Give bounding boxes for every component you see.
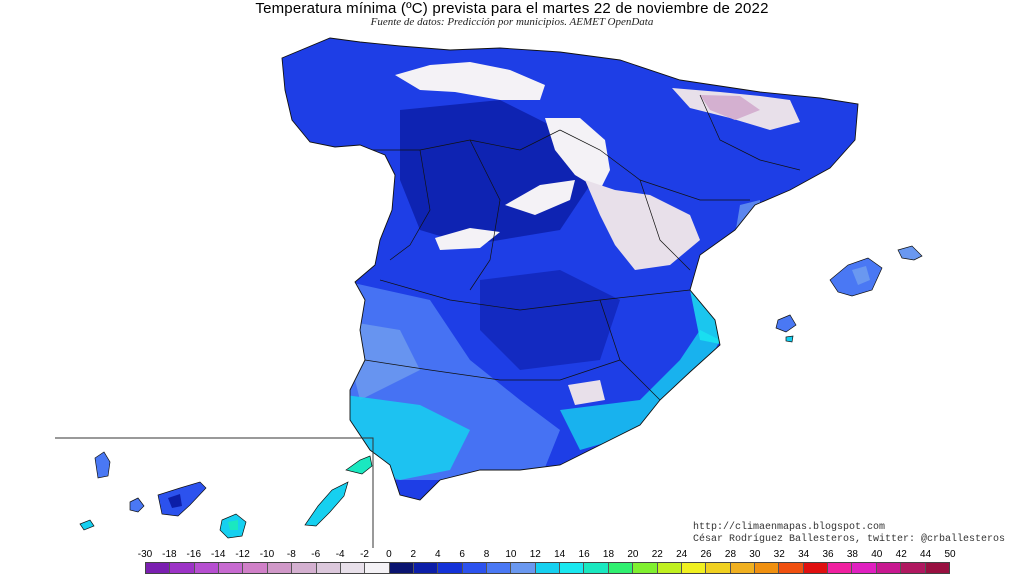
scale-tick-label: 42: [895, 549, 907, 560]
scale-swatch: [535, 563, 561, 573]
scale-tick-label: 8: [483, 549, 490, 560]
scale-tick-labels: -30 -18 -16 -14 -12 -10 -8 -6 -4 -2 0 2 4 6 8 10 12 14 16 1…: [138, 549, 956, 561]
scale-swatch: [901, 563, 926, 573]
scale-tick-label: -10: [259, 549, 275, 560]
credits: http://climaenmapas.blogspot.com César R…: [693, 522, 1005, 546]
scale-swatch: [438, 563, 463, 573]
scale-tick-label: 2: [410, 549, 417, 560]
scale-tick-label: 18: [602, 549, 615, 560]
scale-tick-label: 10: [505, 549, 517, 560]
scale-swatch: [340, 563, 366, 573]
scale-tick-label: 20: [627, 549, 639, 560]
scale-swatch: [292, 563, 317, 573]
scale-tick-label: -12: [235, 549, 250, 560]
scale-tick-label: -8: [286, 549, 296, 560]
scale-tick-label: 38: [846, 549, 858, 560]
scale-swatch: [633, 563, 658, 573]
scale-swatch: [487, 563, 512, 573]
map-title: Temperatura mínima (ºC) prevista para el…: [255, 0, 769, 17]
scale-swatch: [365, 563, 390, 573]
scale-tick-label: 44: [920, 549, 932, 560]
scale-swatch: [876, 563, 902, 573]
balearic-islands: [775, 245, 923, 343]
scale-swatch: [243, 563, 268, 573]
scale-tick-label: 24: [676, 549, 688, 560]
scale-tick-label: 28: [724, 549, 737, 560]
scale-tick-label: 0: [386, 549, 392, 560]
data-source: Fuente de datos: Predicción por municipi…: [370, 16, 654, 28]
scale-swatch: [146, 563, 171, 573]
scale-swatches: [145, 562, 950, 574]
author-credit: César Rodríguez Ballesteros, twitter: @c…: [693, 534, 1006, 545]
scale-tick-label: -4: [335, 549, 345, 560]
scale-swatch: [681, 563, 707, 573]
scale-tick-label: -16: [186, 549, 202, 560]
scale-tick-label: 12: [529, 549, 541, 560]
scale-swatch: [413, 563, 439, 573]
scale-swatch: [608, 563, 634, 573]
scale-tick-label: -14: [210, 549, 226, 560]
scale-tick-label: -30: [137, 549, 153, 560]
temperature-color-scale: -30 -18 -16 -14 -12 -10 -8 -6 -4 -2 0 2 4 6 8 10 12 14 16 1…: [138, 549, 956, 575]
scale-tick-label: -18: [162, 549, 177, 560]
scale-swatch: [511, 563, 536, 573]
scale-tick-label: 4: [434, 549, 441, 560]
scale-swatch: [754, 563, 780, 573]
scale-tick-label: 16: [578, 549, 590, 560]
scale-swatch: [584, 563, 609, 573]
scale-swatch: [170, 563, 195, 573]
scale-swatch: [852, 563, 877, 573]
scale-tick-label: -6: [311, 549, 321, 560]
iberian-peninsula: [281, 37, 859, 501]
scale-tick-label: 6: [459, 549, 465, 560]
scale-swatch: [925, 563, 949, 573]
scale-tick-label: 14: [554, 549, 566, 560]
scale-swatch: [194, 563, 220, 573]
scale-tick-label: 32: [773, 549, 785, 560]
scale-tick-label: 36: [822, 549, 834, 560]
canary-islands-inset: [55, 437, 374, 548]
scale-tick-label: 30: [749, 549, 761, 560]
scale-swatch: [828, 563, 853, 573]
scale-swatch: [267, 563, 293, 573]
scale-tick-label: 50: [944, 549, 956, 560]
scale-swatch: [560, 563, 585, 573]
scale-tick-label: 34: [798, 549, 810, 560]
scale-swatch: [219, 563, 244, 573]
scale-swatch: [657, 563, 682, 573]
scale-tick-label: 40: [871, 549, 883, 560]
blog-link[interactable]: http://climaenmapas.blogspot.com: [693, 522, 886, 533]
scale-tick-label: -2: [360, 549, 369, 560]
scale-swatch: [389, 563, 414, 573]
scale-swatch: [803, 563, 829, 573]
scale-tick-label: 26: [700, 549, 712, 560]
scale-swatch: [779, 563, 804, 573]
scale-swatch: [730, 563, 755, 573]
scale-swatch: [706, 563, 731, 573]
scale-swatch: [462, 563, 488, 573]
scale-swatch: [316, 563, 341, 573]
scale-tick-label: 22: [651, 549, 663, 560]
